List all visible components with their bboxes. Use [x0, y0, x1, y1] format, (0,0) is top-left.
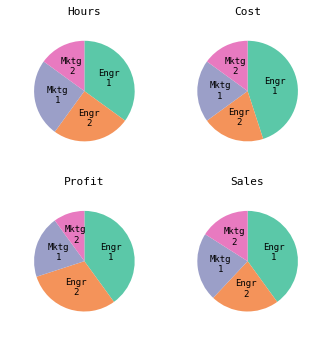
Text: Engr
1: Engr 1: [98, 69, 120, 88]
Text: Engr
1: Engr 1: [263, 243, 285, 262]
Text: Engr
1: Engr 1: [100, 243, 122, 262]
Title: Hours: Hours: [67, 7, 101, 17]
Text: Mktg
1: Mktg 1: [209, 255, 231, 274]
Text: Mktg
1: Mktg 1: [47, 243, 69, 262]
Wedge shape: [207, 91, 263, 141]
Wedge shape: [55, 91, 125, 141]
Text: Mktg
2: Mktg 2: [224, 57, 246, 76]
Wedge shape: [84, 211, 135, 302]
Wedge shape: [37, 261, 114, 312]
Wedge shape: [84, 41, 135, 121]
Title: Sales: Sales: [231, 177, 265, 187]
Wedge shape: [34, 221, 84, 277]
Text: Mktg
1: Mktg 1: [209, 81, 231, 101]
Wedge shape: [197, 62, 248, 121]
Wedge shape: [55, 211, 84, 261]
Wedge shape: [197, 234, 248, 298]
Wedge shape: [248, 211, 298, 302]
Wedge shape: [34, 62, 84, 132]
Wedge shape: [207, 41, 248, 91]
Title: Profit: Profit: [64, 177, 105, 187]
Text: Mktg
1: Mktg 1: [46, 86, 68, 105]
Wedge shape: [248, 41, 298, 139]
Text: Engr
1: Engr 1: [264, 77, 286, 96]
Text: Mktg
2: Mktg 2: [61, 57, 83, 76]
Text: Engr
2: Engr 2: [65, 278, 87, 297]
Wedge shape: [205, 211, 248, 261]
Text: Mktg
2: Mktg 2: [223, 227, 245, 247]
Title: Cost: Cost: [234, 7, 261, 17]
Text: Mktg
2: Mktg 2: [65, 225, 87, 245]
Wedge shape: [44, 41, 84, 91]
Text: Engr
2: Engr 2: [228, 108, 250, 127]
Text: Engr
2: Engr 2: [78, 109, 100, 128]
Wedge shape: [213, 261, 277, 312]
Text: Engr
2: Engr 2: [235, 279, 257, 299]
